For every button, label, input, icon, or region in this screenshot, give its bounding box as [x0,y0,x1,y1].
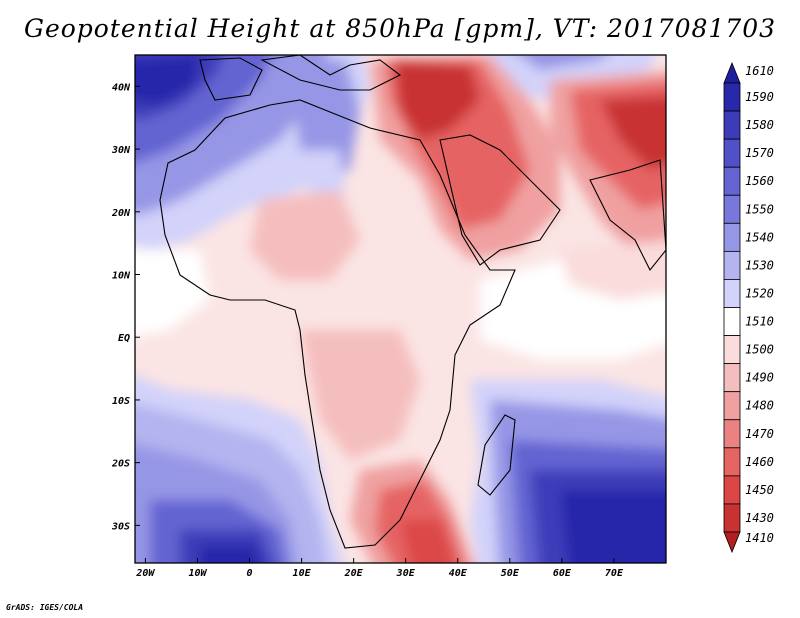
x-tick-label: 70E [605,568,624,579]
y-tick-label: 40N [112,82,131,93]
x-tick-label: 20E [344,568,364,579]
y-tick-label: 20S [111,459,130,470]
colorbar-label: 1610 [745,64,774,78]
europe-coast [260,55,402,91]
colorbar-swatch [723,503,741,533]
colorbar-swatch [723,166,741,196]
x-tick-label: 60E [553,568,572,579]
colorbar-label: 1560 [745,174,774,188]
india-coast [589,159,666,272]
colorbar-swatch [723,335,741,365]
madagascar-coast [477,414,516,496]
x-tick-label: 50E [501,568,520,579]
colorbar-label: 1520 [745,286,774,300]
colorbar-swatch [723,363,741,393]
colorbar-swatch [723,250,741,280]
colorbar-swatch [723,82,741,112]
colorbar-label: 1580 [745,118,774,132]
colorbar-swatch [723,531,741,554]
colorbar-label: 1510 [745,315,774,329]
colorbar-swatch [723,279,741,308]
height-field [135,55,666,563]
colorbar: 1610 1590 1580 1570 1560 1550 1540 1530 1520 1510… [723,61,774,554]
iberia-coast [199,57,263,101]
colorbar-swatch [723,110,741,140]
x-tick-label: 10W [188,568,207,579]
colorbar-label: 1480 [745,399,774,413]
x-tick-label: 0 [247,568,253,579]
colorbar-swatch [723,61,741,84]
colorbar-label: 1490 [745,371,774,385]
y-axis: 40N 30N 20N 10N EQ 10S 20S 30S [111,82,140,532]
colorbar-label: 1570 [745,146,774,160]
colorbar-label: 1530 [745,258,774,272]
y-tick-label: EQ [118,333,130,344]
credit-text: GrADS: IGES/COLA [6,603,84,612]
colorbar-label: 1540 [745,230,774,244]
y-tick-label: 10N [112,271,131,282]
x-tick-label: 10E [293,568,312,579]
colorbar-label: 1470 [745,427,774,441]
colorbar-label: 1410 [745,531,774,545]
map-title: Geopotential Height at 850hPa [gpm], VT:… [23,14,777,43]
y-tick-label: 30S [111,521,130,532]
x-axis: 20W 10W 0 10E 20E 30E 40E 50E 60E 70E [135,558,624,579]
colorbar-label: 1500 [745,343,774,357]
coastlines [159,55,666,549]
colorbar-swatch [723,475,741,505]
colorbar-swatch [723,447,741,477]
x-tick-label: 40E [449,568,468,579]
x-tick-label: 20W [135,568,155,579]
colorbar-label: 1590 [745,90,774,104]
colorbar-swatch [723,419,741,449]
arabia-coast [439,134,561,266]
y-tick-label: 10S [112,396,130,407]
colorbar-swatch [723,138,741,168]
colorbar-swatch [723,391,741,421]
colorbar-label: 1460 [745,455,774,469]
plot-frame [134,54,667,564]
colorbar-swatch [723,307,741,336]
colorbar-label: 1430 [745,511,774,525]
colorbar-label: 1450 [745,483,774,497]
y-tick-label: 20N [111,208,131,219]
y-tick-label: 30N [111,145,131,156]
colorbar-label: 1550 [745,202,774,216]
colorbar-swatch [723,222,741,252]
x-tick-label: 30E [396,568,416,579]
africa-coast [159,99,516,549]
colorbar-swatch [723,194,741,224]
